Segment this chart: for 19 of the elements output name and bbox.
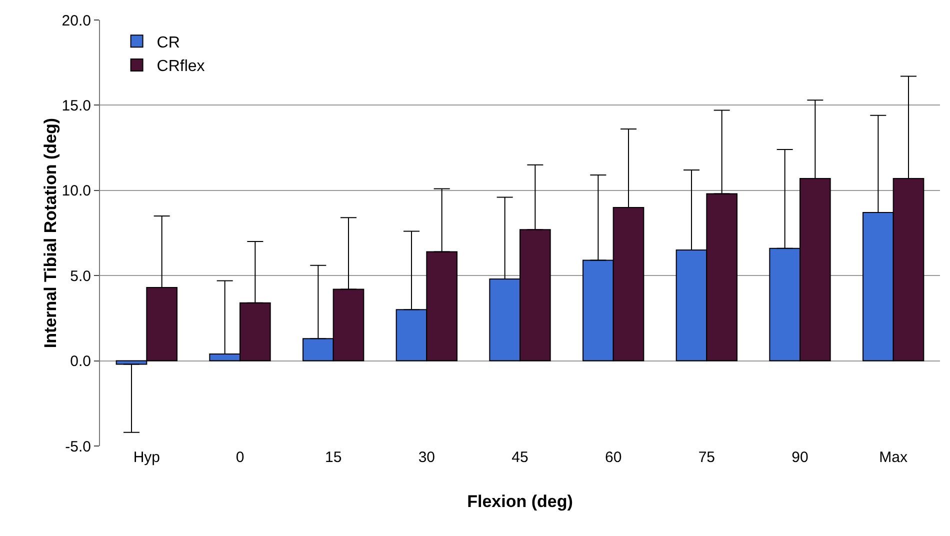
x-tick-label: 45 — [512, 449, 528, 466]
y-tick-label: 0.0 — [70, 353, 91, 370]
x-tick-label: 0 — [236, 449, 244, 466]
x-tick-label: 90 — [792, 449, 808, 466]
x-tick-label: Hyp — [133, 449, 160, 466]
y-tick-label: 10.0 — [62, 182, 91, 200]
x-axis-title: Flexion (deg) — [467, 492, 573, 511]
y-tick-label: 15.0 — [62, 97, 91, 114]
y-tick-label: 20.0 — [62, 12, 91, 30]
y-tick-label: 5.0 — [70, 268, 91, 285]
legend-label: CR — [156, 34, 180, 52]
x-tick-label: 30 — [418, 449, 436, 466]
y-tick-label: -5.0 — [65, 438, 91, 456]
x-tick-label: 60 — [604, 449, 622, 466]
legend-label: CRflex — [156, 58, 205, 76]
x-tick-label: 75 — [698, 449, 716, 466]
x-tick-label: 15 — [324, 449, 342, 466]
y-axis-title: Internal Tibial Rotation (deg) — [40, 118, 60, 348]
x-tick-label: Max — [879, 449, 908, 466]
